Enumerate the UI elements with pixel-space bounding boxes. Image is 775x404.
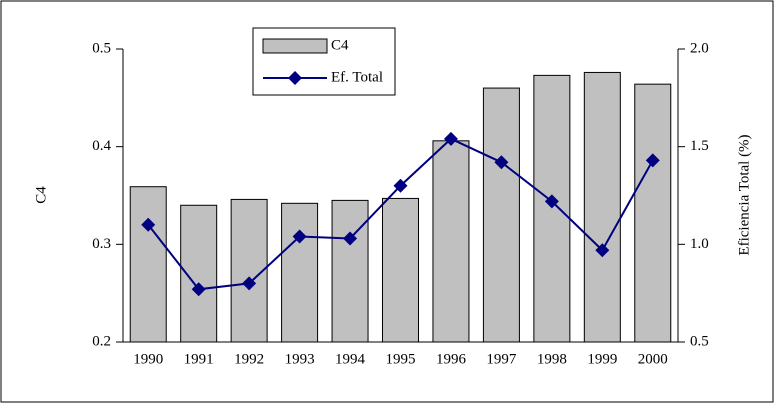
- line-marker: [595, 243, 610, 258]
- y-tick-label: 0.5: [92, 40, 111, 56]
- y2-axis-label: Eficiencia Total (%): [736, 134, 752, 255]
- legend-label: Ef. Total: [331, 69, 383, 85]
- bar: [129, 186, 167, 343]
- x-tick-label: 1993: [285, 351, 315, 367]
- legend-label: C4: [331, 37, 349, 53]
- x-tick-label: 1999: [587, 351, 617, 367]
- y-tick-label: 0.2: [92, 333, 111, 349]
- line-marker: [141, 217, 156, 232]
- bar: [482, 87, 520, 343]
- line-marker: [393, 178, 408, 193]
- bar: [382, 197, 419, 343]
- y2-tick-label: 1.0: [690, 236, 709, 252]
- x-tick-label: 1997: [486, 351, 517, 367]
- line-marker: [242, 276, 257, 291]
- x-tick-label: 1995: [386, 351, 416, 367]
- y-axis-label: C4: [33, 186, 49, 204]
- line-marker: [292, 229, 307, 244]
- bar: [281, 202, 319, 343]
- bar: [583, 71, 621, 343]
- bar: [331, 199, 369, 343]
- x-tick-label: 1998: [537, 351, 567, 367]
- x-tick-label: 1990: [133, 351, 163, 367]
- y2-tick-label: 2.0: [690, 40, 709, 56]
- bar: [533, 74, 571, 343]
- x-tick-label: 1991: [184, 351, 214, 367]
- x-tick-label: 2000: [638, 351, 668, 367]
- bar: [432, 140, 470, 343]
- legend-swatch: [262, 38, 328, 54]
- line-marker: [645, 153, 660, 168]
- line-marker: [191, 282, 206, 297]
- bar: [634, 83, 672, 343]
- x-tick-label: 1994: [335, 351, 366, 367]
- bar: [230, 198, 268, 343]
- x-tick-label: 1992: [234, 351, 264, 367]
- x-tick-label: 1996: [436, 351, 467, 367]
- y2-tick-label: 1.5: [690, 138, 709, 154]
- line-marker: [494, 155, 509, 170]
- line-marker: [544, 194, 559, 209]
- line-marker: [443, 131, 458, 146]
- legend-swatch-marker: [288, 71, 302, 85]
- y-tick-label: 0.4: [92, 138, 111, 154]
- y2-tick-label: 0.5: [690, 333, 709, 349]
- y-tick-label: 0.3: [92, 236, 111, 252]
- line-marker: [343, 231, 358, 246]
